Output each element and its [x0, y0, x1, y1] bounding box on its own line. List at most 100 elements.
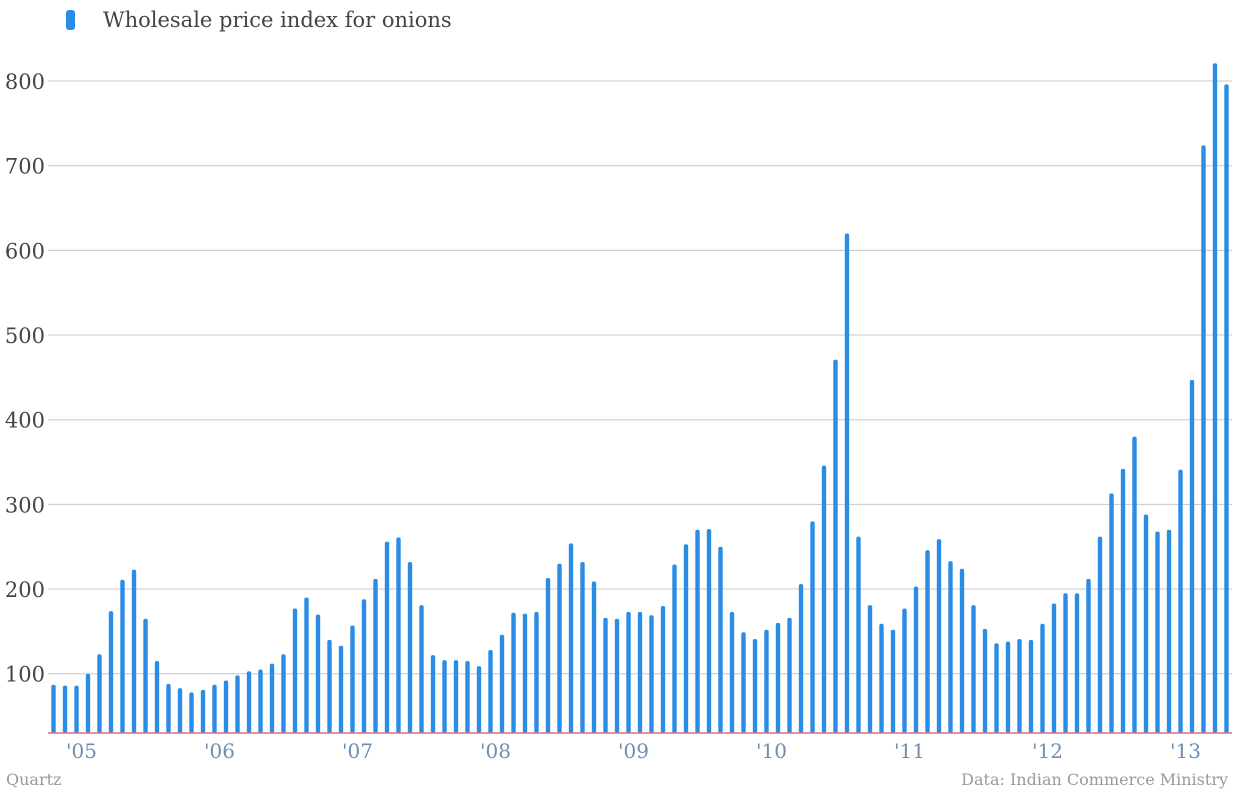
bar-series — [51, 63, 1229, 734]
bar — [189, 692, 194, 733]
bar — [580, 561, 585, 733]
bar — [85, 673, 91, 733]
bar — [108, 611, 114, 733]
x-tick-label: '10 — [756, 739, 787, 763]
bar — [304, 597, 309, 733]
bar — [1063, 593, 1068, 733]
bar — [683, 544, 689, 733]
x-tick-label: '05 — [66, 739, 97, 763]
bar — [373, 578, 378, 733]
bar — [407, 561, 413, 733]
bar — [200, 689, 206, 733]
bar — [62, 685, 68, 733]
bar — [1212, 63, 1218, 733]
bar — [821, 465, 827, 733]
bar — [545, 578, 551, 733]
data-credit: Data: Indian Commerce Ministry — [961, 770, 1228, 789]
bar — [1097, 536, 1103, 733]
bar — [350, 625, 355, 733]
bar — [798, 583, 804, 733]
x-tick-label: '11 — [894, 739, 925, 763]
bar — [1189, 379, 1195, 733]
y-tick-label: 500 — [5, 324, 45, 348]
bar — [120, 579, 125, 733]
bar — [511, 612, 516, 733]
bar — [1086, 578, 1091, 733]
bar — [591, 581, 597, 733]
bar — [764, 629, 769, 733]
bar — [1201, 145, 1206, 733]
bar — [706, 528, 712, 733]
legend-label: Wholesale price index for onions — [103, 8, 452, 32]
y-tick-label: 400 — [5, 409, 45, 433]
bar — [844, 233, 850, 733]
bar — [522, 613, 528, 733]
bar — [453, 660, 459, 733]
bar — [1028, 639, 1034, 733]
bar — [1224, 84, 1229, 734]
source-label: Quartz — [6, 770, 62, 789]
legend: Wholesale price index for onions — [66, 5, 452, 35]
bar — [867, 605, 873, 733]
bar — [396, 537, 401, 733]
bar — [166, 683, 171, 733]
bar — [281, 654, 286, 733]
bar — [948, 561, 953, 733]
legend-series-swatch — [66, 10, 75, 30]
bar — [315, 614, 321, 733]
bar — [1166, 529, 1172, 733]
bar — [1051, 603, 1057, 733]
bar — [327, 639, 332, 733]
bar — [729, 611, 735, 733]
x-tick-label: '06 — [204, 739, 235, 763]
bar — [1109, 493, 1114, 733]
bar — [994, 643, 999, 733]
x-tick-label: '07 — [342, 739, 373, 763]
bar — [1074, 593, 1080, 733]
bar — [488, 650, 493, 733]
bar — [695, 529, 700, 733]
bar — [223, 680, 229, 733]
bar — [384, 541, 390, 733]
bar — [465, 661, 470, 733]
bar — [1017, 639, 1022, 733]
bar — [810, 521, 815, 733]
bar — [752, 639, 758, 733]
bar — [672, 564, 677, 733]
bar — [936, 539, 942, 733]
bar — [154, 661, 160, 733]
bar — [637, 611, 643, 733]
bar — [143, 618, 148, 733]
bar — [925, 550, 930, 733]
y-tick-label: 700 — [5, 155, 45, 179]
bar — [177, 688, 183, 733]
bar — [74, 685, 79, 733]
bar — [499, 634, 505, 733]
y-tick-label: 600 — [5, 239, 45, 263]
bar — [913, 586, 919, 733]
x-tick-label: '12 — [1032, 739, 1063, 763]
bar — [51, 684, 56, 733]
bar — [1155, 531, 1160, 733]
y-axis: 100 200 300 400 500 600 700 800 — [5, 70, 45, 687]
bar — [902, 608, 907, 733]
bar — [568, 543, 574, 733]
bar — [292, 608, 298, 733]
bar — [718, 546, 723, 733]
x-tick-label: '08 — [480, 739, 511, 763]
bar — [879, 623, 884, 733]
x-tick-label: '13 — [1170, 739, 1201, 763]
bar — [258, 669, 263, 733]
bar — [246, 671, 252, 733]
bar — [476, 666, 482, 733]
bar — [856, 536, 861, 733]
y-tick-label: 800 — [5, 70, 45, 94]
bar — [1120, 468, 1126, 733]
bar — [1178, 469, 1183, 733]
bar — [1132, 436, 1137, 733]
bar — [235, 675, 240, 733]
bar — [269, 663, 275, 733]
bar — [775, 622, 781, 733]
bar — [959, 568, 965, 733]
